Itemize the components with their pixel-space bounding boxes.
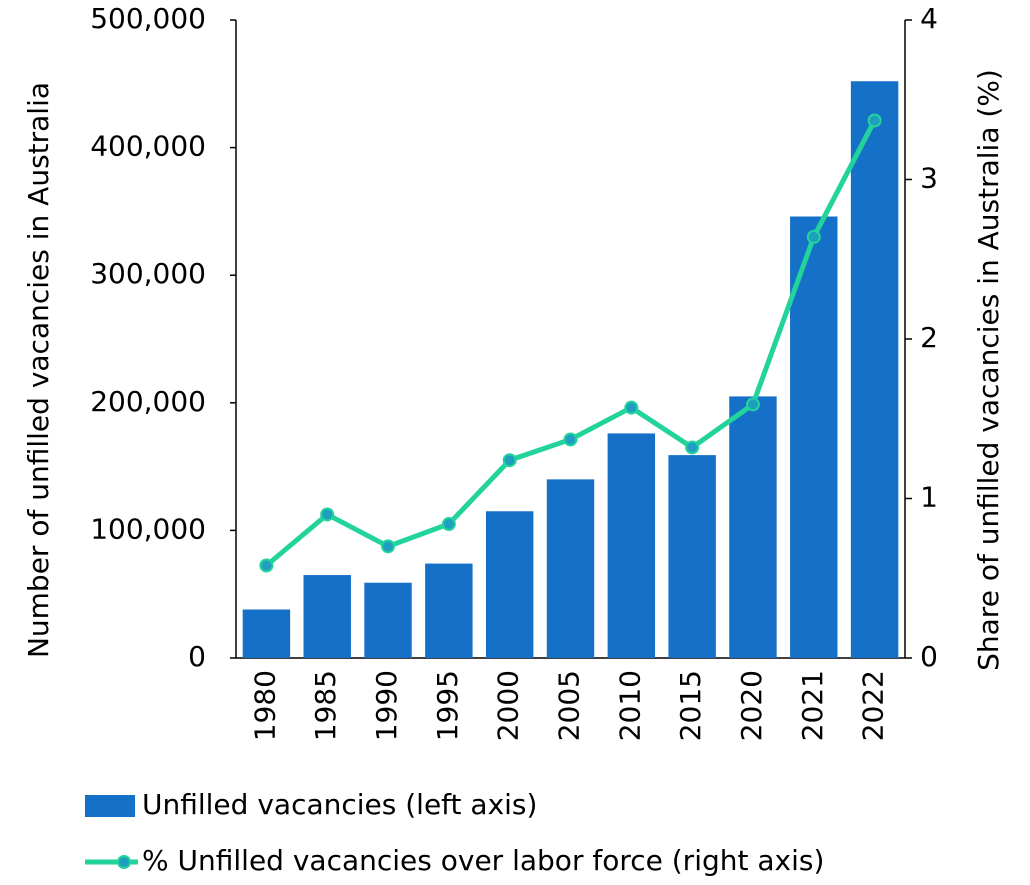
y2-tick-label: 4 [920, 2, 938, 35]
x-tick-label: 1980 [248, 670, 281, 741]
legend-marker [117, 855, 131, 869]
y-tick-label: 300,000 [90, 257, 206, 290]
x-tick-label: 2010 [613, 670, 646, 741]
bar [729, 396, 777, 658]
y2-tick-label: 0 [920, 640, 938, 673]
marker [563, 432, 578, 447]
y-tick-label: 200,000 [90, 385, 206, 418]
marker [441, 517, 456, 532]
x-tick-label: 2015 [674, 670, 707, 741]
y-tick-label: 100,000 [90, 512, 206, 545]
marker [381, 539, 396, 554]
y2-tick-label: 3 [920, 162, 938, 195]
x-tick-label: 2005 [553, 670, 586, 741]
bar [364, 582, 412, 658]
legend-swatch [85, 795, 135, 817]
x-tick-label: 2021 [796, 670, 829, 741]
bar [790, 216, 838, 658]
x-tick-label: 2022 [857, 670, 890, 741]
marker [502, 453, 517, 468]
y2-axis-label: Share of unfilled vacancies in Australia… [972, 69, 1005, 671]
marker [624, 400, 639, 415]
marker [745, 397, 760, 412]
bar [242, 609, 291, 658]
y-axis-label: Number of unfilled vacancies in Australi… [22, 82, 55, 658]
bar [607, 433, 656, 658]
y-tick-label: 400,000 [90, 130, 206, 163]
y2-tick-label: 2 [920, 321, 938, 354]
bar [485, 511, 534, 658]
legend-label: Unfilled vacancies (left axis) [142, 788, 537, 821]
x-tick-label: 2020 [735, 670, 768, 741]
marker [320, 507, 335, 522]
y2-tick-label: 1 [920, 481, 938, 514]
bar [425, 563, 473, 658]
marker [259, 558, 274, 573]
marker [867, 113, 882, 128]
bar [546, 479, 595, 658]
x-tick-label: 1990 [370, 670, 403, 741]
x-tick-label: 2000 [492, 670, 525, 741]
legend-label: % Unfilled vacancies over labor force (r… [142, 844, 824, 877]
x-tick-label: 1995 [431, 670, 464, 741]
marker [685, 440, 700, 455]
bar [850, 81, 899, 659]
x-tick-label: 1985 [309, 670, 342, 741]
y-tick-label: 0 [188, 640, 206, 673]
bar [668, 455, 716, 658]
bar [303, 575, 351, 658]
marker [806, 229, 821, 244]
y-tick-label: 500,000 [90, 2, 206, 35]
